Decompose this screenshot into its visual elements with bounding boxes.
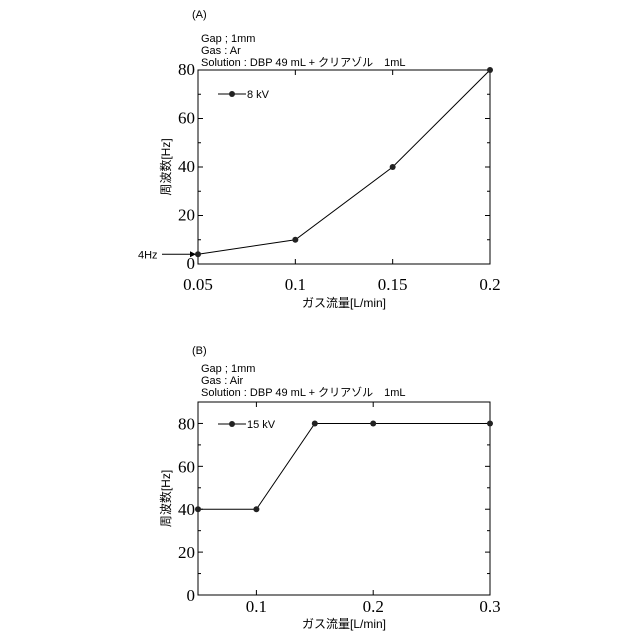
x-tick-label: 0.2 bbox=[363, 597, 384, 616]
legend-marker bbox=[229, 91, 235, 97]
callout-label: 4Hz bbox=[138, 249, 158, 261]
annotation: Solution : DBP 49 mL + クリアゾル 1mL bbox=[201, 386, 406, 399]
y-tick-label: 40 bbox=[178, 157, 195, 176]
data-point bbox=[370, 420, 376, 426]
data-point bbox=[253, 506, 259, 512]
y-axis-label: 周波数[Hz] bbox=[158, 138, 173, 195]
legend-label: 15 kV bbox=[247, 419, 276, 431]
annotation: Gas : Ar bbox=[201, 45, 241, 57]
annotation: Gap ; 1mm bbox=[201, 33, 255, 45]
annotation: Gas : Air bbox=[201, 375, 244, 387]
x-tick-label: 0.1 bbox=[285, 275, 306, 294]
data-point bbox=[312, 420, 318, 426]
x-tick-label: 0.2 bbox=[479, 275, 500, 294]
series-line bbox=[198, 423, 490, 509]
chart-panel-b: (B) Gap ; 1mmGas : AirSolution : DBP 49 m… bbox=[158, 345, 501, 631]
y-tick-label: 80 bbox=[178, 414, 195, 433]
panel-label: (A) bbox=[192, 9, 207, 21]
x-tick-label: 0.1 bbox=[246, 597, 267, 616]
y-tick-label: 20 bbox=[178, 206, 195, 225]
y-tick-label: 40 bbox=[178, 500, 195, 519]
y-tick-label: 60 bbox=[178, 109, 195, 128]
x-tick-label: 0.15 bbox=[378, 275, 408, 294]
x-axis-label: ガス流量[L/min] bbox=[302, 617, 386, 631]
data-point bbox=[487, 67, 493, 73]
x-tick-label: 0.3 bbox=[479, 597, 500, 616]
plot-frame bbox=[198, 70, 490, 264]
x-axis-label: ガス流量[L/min] bbox=[302, 296, 386, 310]
annotation: Gap ; 1mm bbox=[201, 363, 255, 375]
legend-label: 8 kV bbox=[247, 89, 270, 101]
data-point bbox=[390, 164, 396, 170]
data-point bbox=[292, 237, 298, 243]
series-line bbox=[198, 70, 490, 254]
y-tick-label: 0 bbox=[187, 586, 196, 605]
data-point bbox=[487, 420, 493, 426]
legend-marker bbox=[229, 421, 235, 427]
annotation: Solution : DBP 49 mL + クリアゾル 1mL bbox=[201, 56, 406, 69]
x-tick-label: 0.05 bbox=[183, 275, 213, 294]
y-axis-label: 周波数[Hz] bbox=[158, 470, 173, 527]
y-tick-label: 80 bbox=[178, 60, 195, 79]
plot-frame bbox=[198, 402, 490, 595]
chart-panel-a: (A) Gap ; 1mmGas : ArSolution : DBP 49 mL… bbox=[138, 9, 501, 310]
y-tick-label: 20 bbox=[178, 543, 195, 562]
panel-label: (B) bbox=[192, 345, 207, 357]
y-tick-label: 60 bbox=[178, 457, 195, 476]
data-point bbox=[195, 506, 201, 512]
